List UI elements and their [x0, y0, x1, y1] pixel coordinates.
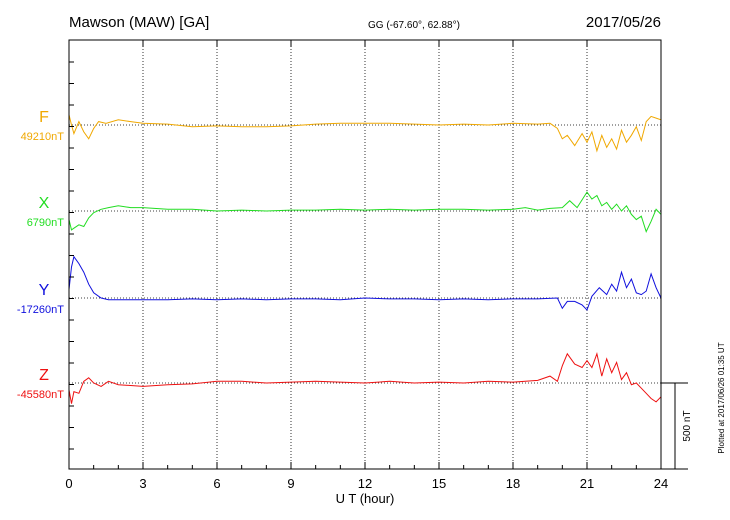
- component-label-x: X: [39, 195, 50, 212]
- vertical-gridlines: [142, 40, 588, 469]
- date-label: 2017/05/26: [586, 14, 661, 31]
- plotted-timestamp: Plotted at 2017/06/26 01:35 UT: [717, 342, 726, 453]
- x-tick-label: 3: [139, 476, 146, 491]
- x-tick-label: 18: [506, 476, 520, 491]
- x-tick-label: 24: [654, 476, 668, 491]
- x-axis-ticks: 0 3 6 9 12 15 18 21 24: [65, 40, 668, 491]
- x-tick-label: 0: [65, 476, 72, 491]
- x-axis-label: U T (hour): [336, 491, 395, 506]
- x-tick-label: 12: [358, 476, 372, 491]
- baseline-value-z: -45580nT: [17, 389, 64, 401]
- scale-bar-label: 500 nT: [682, 410, 693, 441]
- baseline-value-f: 49210nT: [21, 131, 65, 143]
- series-line-f: [68, 114, 662, 153]
- component-labels: F 49210nT X 6790nT Y -17260nT Z -45580nT: [17, 109, 64, 401]
- series-line-z: [68, 352, 662, 404]
- component-label-z: Z: [39, 367, 49, 384]
- x-tick-label: 9: [287, 476, 294, 491]
- component-label-y: Y: [39, 282, 50, 299]
- x-tick-label: 15: [432, 476, 446, 491]
- component-label-f: F: [39, 109, 49, 126]
- x-tick-label: 6: [213, 476, 220, 491]
- series-line-y: [68, 255, 662, 311]
- baseline-value-x: 6790nT: [27, 217, 65, 229]
- series-lines: [68, 114, 662, 404]
- baseline-value-y: -17260nT: [17, 304, 64, 316]
- x-tick-label: 21: [580, 476, 594, 491]
- series-line-x: [68, 191, 662, 233]
- geo-coordinates: GG (-67.60°, 62.88°): [368, 20, 460, 31]
- scale-bar: 500 nT: [661, 382, 693, 470]
- plot-frame: [68, 39, 662, 470]
- station-title: Mawson (MAW) [GA]: [69, 14, 209, 31]
